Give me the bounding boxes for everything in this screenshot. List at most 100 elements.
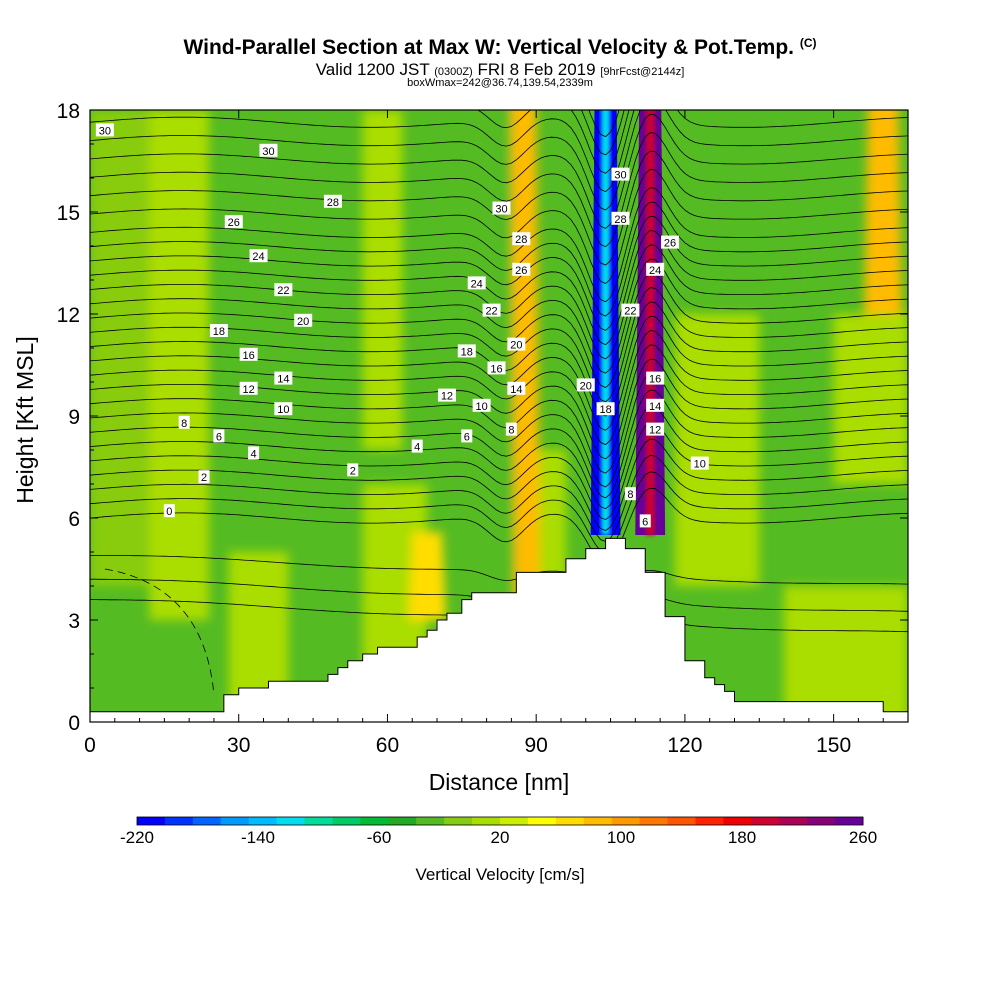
contour-label-text: 6 [642,516,648,528]
contour-label-box [457,344,476,358]
colorbar-swatch [137,817,166,825]
colorbar-swatch [500,817,529,825]
contour-label: 22 [482,303,501,318]
contour-label-text: 10 [277,404,289,416]
contour-label-box [224,215,243,229]
contour-label-box [621,303,640,317]
contour-label-box [294,313,313,327]
y-tick-label: 18 [57,100,80,123]
contour-label-box [198,470,210,484]
colorbar-swatch [695,817,724,825]
contour-label: 12 [437,388,456,403]
contour-label: 16 [487,361,506,375]
contour-label-box [95,123,114,137]
colorbar-swatch [332,817,361,825]
contour-label-box [347,463,359,477]
contour-label: 30 [259,143,278,158]
contour-label-box [239,381,258,395]
velocity-feature [408,532,446,620]
theta-contour [90,110,908,193]
contour-label-text: 30 [262,146,274,158]
colorbar-tick-label: 260 [849,828,877,847]
contour-label-text: 8 [627,489,633,501]
contour-label: 4 [411,439,423,454]
contour-label-box [646,262,665,276]
contour-label: 26 [512,262,531,277]
contour-label: 14 [274,371,293,386]
contour-label: 18 [457,344,476,358]
contour-label-text: 10 [694,459,706,471]
contour-label: 18 [209,324,228,338]
theta-contour [90,438,908,531]
colorbar-swatch [360,817,389,825]
contour-label: 8 [505,422,517,437]
contour-label-box [248,446,260,460]
theta-contour [90,272,908,388]
y-axis-label: Height [Kft MSL] [12,336,38,503]
contour-label-box [507,381,526,395]
contour-label: 16 [239,347,258,362]
colorbar-swatch [527,817,557,825]
contour-label-box [646,422,665,436]
theta-contour [90,405,908,510]
contour-label-text: 20 [580,380,592,392]
valid-time: Valid 1200 JST [315,60,430,79]
contour-label-box [437,388,456,402]
y-tick-label: 6 [68,508,80,531]
theta-contour [90,555,908,585]
contour-label-text: 24 [471,278,483,290]
theta-contour [90,358,908,474]
contour-label-box [482,303,501,317]
contour-label-box [639,514,651,528]
contour-label: 24 [249,249,268,263]
contour-label: 30 [95,123,114,137]
x-tick-label: 60 [376,734,399,757]
forecast-tag: [9hrFcst@2144z] [600,66,685,78]
contour-label-box [661,235,680,249]
velocity-feature [249,124,288,518]
velocity-core [601,110,611,535]
contour-label-text: 2 [350,465,356,477]
theta-contour [90,422,908,521]
colorbar-swatch [611,817,641,825]
y-tick-label: 12 [57,304,80,327]
contour-label-text: 14 [277,374,289,386]
contour-label-text: 0 [166,506,172,518]
terrain-layer [89,537,909,723]
contour-label-box [472,398,491,412]
colorbar-tick-label: 20 [491,828,510,847]
contour-label: 22 [274,283,293,297]
theta-contour [90,389,908,499]
contour-label-text: 26 [664,238,676,250]
contour-label-box [259,143,278,157]
theta-contour [90,168,908,284]
contour-label: 26 [661,235,680,250]
theta-contour [477,110,630,174]
contour-label-text: 12 [441,391,453,403]
contour-label: 28 [323,194,342,209]
colorbar-swatch [583,817,613,825]
contour-label: 12 [646,422,665,437]
colorbar-swatch [751,817,780,825]
x-tick-label: 120 [667,734,702,757]
contour-label-text: 2 [201,472,207,484]
contour-label-text: 20 [510,340,522,352]
colorbar-swatch [304,817,333,825]
colorbar-swatch [779,817,808,825]
chart-title-text: Wind-Parallel Section at Max W: Vertical… [183,36,794,59]
contour-label-box [274,371,293,385]
contour-label-text: 10 [476,401,488,413]
contour-label-box [209,324,228,337]
contour-label-box [274,283,293,297]
contour-label-box [576,378,595,392]
contour-label-text: 14 [649,401,661,413]
contour-label-text: 14 [510,384,522,396]
terrain [89,537,909,723]
contour-label-box [505,422,517,436]
theta-contour [90,150,908,266]
contour-label-text: 16 [649,374,661,386]
contour-label-text: 22 [624,306,636,318]
contour-label-text: 12 [649,425,661,437]
colorbar-swatch [192,817,222,825]
